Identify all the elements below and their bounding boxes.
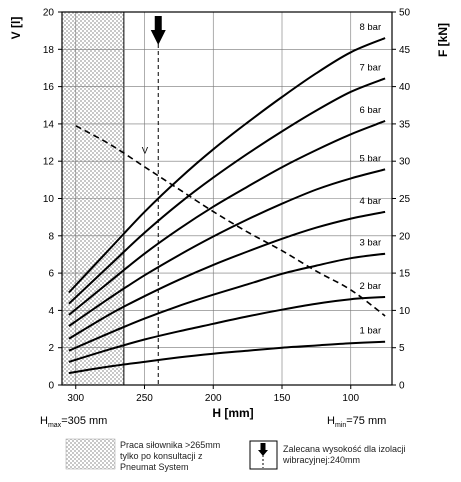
y-left-tick-label: 10 bbox=[43, 194, 55, 205]
y-left-tick-label: 8 bbox=[48, 231, 54, 242]
arrow-legend-text: Zalecana wysokość dla izolacji wibracyjn… bbox=[283, 444, 406, 466]
series-line-5-bar bbox=[68, 168, 386, 327]
y-right-tick-label: 50 bbox=[399, 8, 411, 19]
y-axis-left-title: V [l] bbox=[9, 17, 23, 40]
y-left-tick-label: 0 bbox=[48, 381, 54, 392]
hatch-legend-swatch bbox=[65, 438, 116, 470]
x-tick-label: 250 bbox=[136, 393, 153, 404]
hmax-label: Hmax=305 mm bbox=[40, 415, 107, 429]
series-line-v bbox=[75, 125, 386, 317]
down-arrow-icon bbox=[150, 16, 166, 45]
y-left-tick-label: 16 bbox=[43, 82, 55, 93]
y-left-tick-label: 4 bbox=[48, 306, 54, 317]
y-right-tick-label: 45 bbox=[399, 45, 411, 56]
series-label-3-bar: 3 bar bbox=[359, 238, 381, 249]
series-label-2-bar: 2 bar bbox=[359, 281, 381, 292]
series-line-2-bar bbox=[68, 296, 386, 363]
arrow-legend-line-1: Zalecana wysokość dla izolacji bbox=[283, 444, 406, 454]
series-label-1-bar: 1 bar bbox=[359, 326, 381, 337]
y-axis-right-title: F [kN] bbox=[436, 23, 450, 57]
series-line-7-bar bbox=[68, 77, 386, 305]
series-label-6-bar: 6 bar bbox=[359, 105, 381, 116]
x-tick-label: 100 bbox=[342, 393, 359, 404]
y-right-tick-label: 15 bbox=[399, 269, 411, 280]
v-curve-label: V bbox=[142, 146, 149, 157]
series-label-5-bar: 5 bar bbox=[359, 153, 381, 164]
y-left-tick-label: 2 bbox=[48, 343, 54, 354]
hmin-label: Hmin=75 mm bbox=[327, 415, 386, 429]
series-label-7-bar: 7 bar bbox=[359, 62, 381, 73]
y-right-tick-label: 30 bbox=[399, 157, 411, 168]
y-right-tick-label: 20 bbox=[399, 231, 411, 242]
arrow-legend-line-2: wibracyjnej:240mm bbox=[283, 455, 361, 465]
y-left-tick-label: 12 bbox=[43, 157, 55, 168]
x-tick-label: 200 bbox=[205, 393, 222, 404]
series-line-3-bar bbox=[68, 252, 386, 352]
y-left-tick-label: 6 bbox=[48, 269, 54, 280]
x-axis-title: H [mm] bbox=[212, 406, 253, 420]
hatch-legend-line-2: tylko po konsultacji z bbox=[120, 451, 203, 461]
series-line-6-bar bbox=[68, 119, 386, 316]
series-label-8-bar: 8 bar bbox=[359, 22, 381, 33]
series-label-4-bar: 4 bar bbox=[359, 196, 381, 207]
x-tick-label: 300 bbox=[67, 393, 84, 404]
y-right-tick-label: 10 bbox=[399, 306, 411, 317]
hatch-legend-text: Praca siłownika >265mm tylko po konsulta… bbox=[120, 440, 220, 473]
y-right-tick-label: 40 bbox=[399, 82, 411, 93]
series-line-4-bar bbox=[68, 210, 386, 340]
hatch-legend-line-3: Pneumat System bbox=[120, 462, 189, 472]
y-right-tick-label: 0 bbox=[399, 381, 405, 392]
y-left-tick-label: 20 bbox=[43, 8, 55, 19]
y-right-tick-label: 5 bbox=[399, 343, 405, 354]
series-line-8-bar bbox=[68, 37, 386, 294]
y-right-tick-label: 25 bbox=[399, 194, 411, 205]
series-line-1-bar bbox=[68, 340, 386, 375]
y-left-tick-label: 14 bbox=[43, 119, 55, 130]
arrow-legend-icon bbox=[258, 443, 268, 456]
y-left-tick-label: 18 bbox=[43, 45, 55, 56]
hatch-legend-line-1: Praca siłownika >265mm bbox=[120, 440, 221, 450]
x-tick-label: 150 bbox=[274, 393, 291, 404]
y-right-tick-label: 35 bbox=[399, 119, 411, 130]
